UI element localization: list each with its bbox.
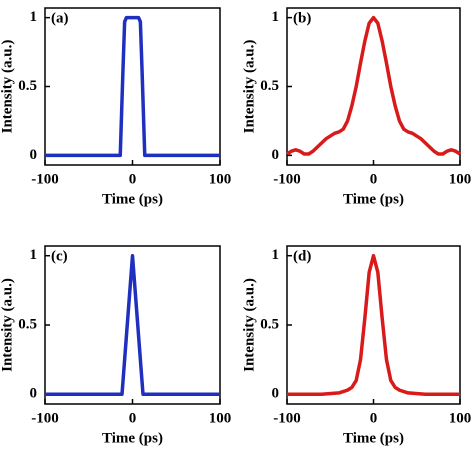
y-tick-label: 1 xyxy=(272,247,280,263)
y-tick-label: 0.5 xyxy=(18,316,37,332)
y-tick-label: 0.5 xyxy=(260,316,279,332)
x-tick-label: 100 xyxy=(449,410,472,426)
plot-frame xyxy=(286,245,461,405)
y-axis-label: Intensity (a.u.) xyxy=(241,278,257,372)
panel-label: (d) xyxy=(293,248,311,264)
x-tick-label: -100 xyxy=(273,410,301,426)
x-axis-label: Time (ps) xyxy=(102,430,163,446)
y-tick-label: 1 xyxy=(30,9,38,25)
panel-label: (b) xyxy=(293,10,311,26)
y-tick-label: 0.5 xyxy=(260,78,279,94)
plot-frame xyxy=(44,7,221,166)
line xyxy=(45,253,220,397)
y-tick-label: 1 xyxy=(272,9,280,25)
panel-label: (a) xyxy=(51,10,69,26)
x-axis-label: Time (ps) xyxy=(102,191,163,207)
line xyxy=(287,253,460,397)
y-axis-label: Intensity (a.u.) xyxy=(0,40,15,134)
y-axis-label: Intensity (a.u.) xyxy=(241,40,257,134)
plot-frame xyxy=(286,7,461,166)
x-tick-label: 100 xyxy=(209,171,232,187)
x-tick-label: 0 xyxy=(370,171,378,187)
y-tick-label: 0.5 xyxy=(18,78,37,94)
y-tick-label: 0 xyxy=(30,147,38,163)
y-tick-label: 0 xyxy=(272,386,280,402)
x-tick-label: -100 xyxy=(273,171,301,187)
line xyxy=(286,15,461,156)
line xyxy=(45,15,220,158)
x-axis-label: Time (ps) xyxy=(343,430,404,446)
panel-label: (c) xyxy=(51,248,68,264)
x-tick-label: 0 xyxy=(129,410,137,426)
y-axis-label: Intensity (a.u.) xyxy=(0,278,15,372)
y-tick-label: 0 xyxy=(30,386,38,402)
x-axis-label: Time (ps) xyxy=(343,191,404,207)
y-tick-label: 1 xyxy=(30,247,38,263)
x-tick-label: 100 xyxy=(209,410,232,426)
x-tick-label: 0 xyxy=(129,171,137,187)
x-tick-label: -100 xyxy=(31,171,59,187)
y-tick-label: 0 xyxy=(272,147,280,163)
x-tick-label: -100 xyxy=(31,410,59,426)
x-tick-label: 100 xyxy=(449,171,472,187)
x-tick-label: 0 xyxy=(370,410,378,426)
